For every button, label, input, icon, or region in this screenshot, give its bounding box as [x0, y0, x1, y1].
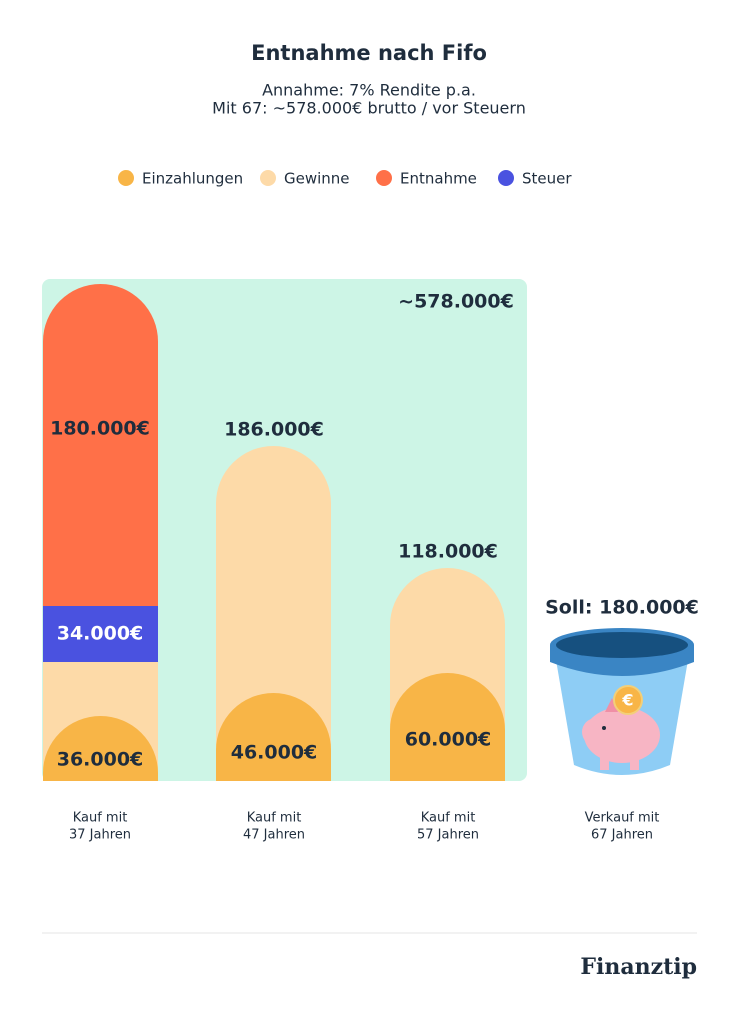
subtitle: Mit 67: ~578.000€ brutto / vor Steuern: [212, 99, 526, 118]
legend-label: Gewinne: [284, 170, 350, 188]
value-label: 180.000€: [50, 418, 150, 440]
legend-swatch: [376, 170, 392, 186]
segment: [43, 606, 158, 662]
legend-label: Steuer: [522, 170, 572, 188]
segment: [43, 716, 158, 781]
x-label: 67 Jahren: [591, 828, 653, 843]
total-label: ~578.000€: [398, 291, 514, 313]
svg-text:€: €: [621, 691, 633, 710]
x-label: Verkauf mit: [585, 811, 660, 826]
x-label: 57 Jahren: [417, 828, 479, 843]
legend-swatch: [118, 170, 134, 186]
value-label: 46.000€: [231, 742, 318, 764]
legend-label: Einzahlungen: [142, 170, 243, 188]
value-label: 36.000€: [57, 749, 144, 771]
legend: Einzahlungen Gewinne Entnahme Steuer: [118, 170, 572, 188]
title: Entnahme nach Fifo: [251, 41, 487, 65]
value-label: 60.000€: [405, 729, 492, 751]
goal-label: Soll: 180.000€: [545, 597, 699, 619]
x-label: 37 Jahren: [69, 828, 131, 843]
brand: Finanztip: [580, 954, 697, 980]
x-label: 47 Jahren: [243, 828, 305, 843]
segment: [216, 693, 331, 781]
legend-swatch: [260, 170, 276, 186]
segment: [390, 673, 505, 781]
x-label: Kauf mit: [247, 811, 302, 826]
legend-label: Entnahme: [400, 170, 477, 188]
bucket-icon: €: [550, 628, 694, 775]
segment: [216, 445, 331, 781]
x-label: Kauf mit: [421, 811, 476, 826]
value-label: 118.000€: [398, 541, 498, 563]
legend-swatch: [498, 170, 514, 186]
value-label: 186.000€: [224, 419, 324, 441]
subtitle: Annahme: 7% Rendite p.a.: [262, 81, 476, 100]
value-label: 34.000€: [57, 623, 144, 645]
x-label: Kauf mit: [73, 811, 128, 826]
segment: [43, 284, 158, 606]
